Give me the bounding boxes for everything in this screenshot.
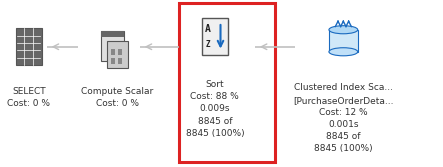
Bar	[101, 31, 124, 61]
Bar	[111, 49, 114, 55]
Bar	[111, 58, 114, 64]
Text: Compute Scalar
Cost: 0 %: Compute Scalar Cost: 0 %	[81, 87, 154, 108]
Text: Clustered Index Sca...
[PurchaseOrderDeta...
Cost: 12 %
0.001s
8845 of
8845 (100: Clustered Index Sca... [PurchaseOrderDet…	[293, 84, 393, 153]
Ellipse shape	[329, 26, 358, 34]
Text: A: A	[205, 24, 210, 34]
Text: Z: Z	[206, 40, 210, 49]
Bar	[107, 41, 128, 68]
Bar	[101, 31, 124, 37]
Bar	[118, 58, 121, 64]
Bar	[118, 49, 121, 55]
Ellipse shape	[329, 48, 358, 56]
FancyBboxPatch shape	[179, 3, 275, 162]
Bar	[329, 30, 358, 52]
Text: Sort
Cost: 88 %
0.009s
8845 of
8845 (100%): Sort Cost: 88 % 0.009s 8845 of 8845 (100…	[186, 80, 244, 138]
Bar	[16, 28, 42, 65]
Bar	[202, 18, 228, 55]
Text: SELECT
Cost: 0 %: SELECT Cost: 0 %	[7, 87, 51, 108]
